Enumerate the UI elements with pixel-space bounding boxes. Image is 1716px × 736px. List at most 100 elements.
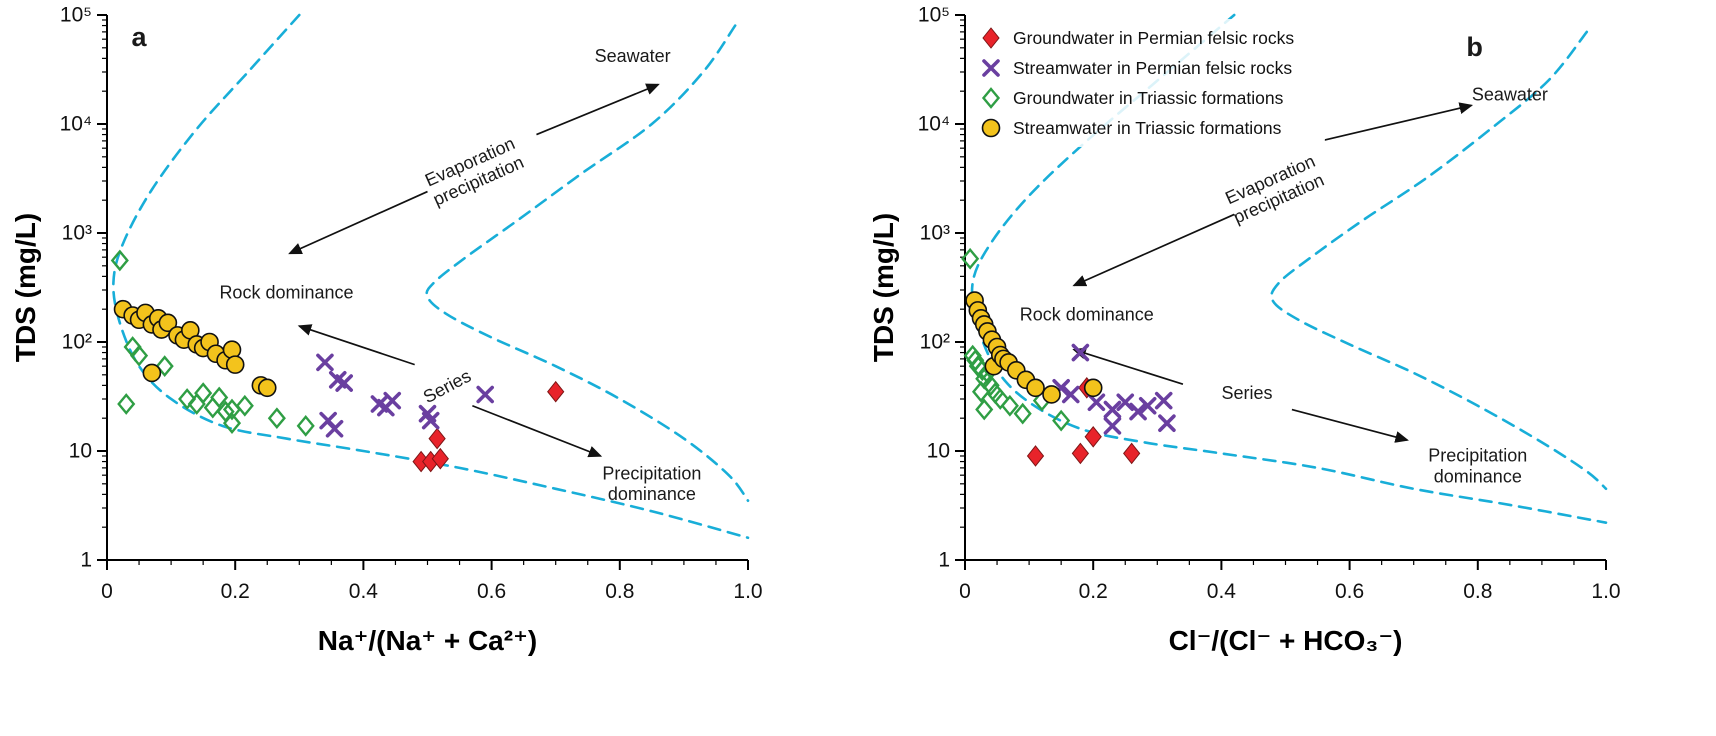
data-point — [1083, 378, 1103, 398]
data-point — [158, 313, 178, 333]
x-axis-title: Cl⁻/(Cl⁻ + HCO₃⁻) — [1169, 625, 1403, 656]
data-point — [1026, 445, 1045, 467]
data-point — [1084, 425, 1102, 448]
y-tick-label: 10⁵ — [918, 4, 950, 27]
data-point — [1138, 396, 1157, 415]
data-point — [1103, 417, 1122, 435]
axes: 1 10 10² 10³ 10⁴ 10⁵ 0 0.2 0.4 0.6 0.8 1.0 — [918, 4, 1621, 604]
annotation-text: a — [132, 22, 148, 52]
annotation-text: b — [1466, 32, 1483, 62]
data-point — [1103, 400, 1122, 419]
annotation-arrows — [1072, 102, 1474, 443]
y-tick-label: 10 — [69, 440, 92, 463]
x-tick-label: 1.0 — [733, 580, 762, 603]
y-tick-label: 1 — [938, 549, 950, 572]
data-point — [1154, 391, 1173, 410]
data-point — [547, 380, 565, 403]
data-point — [961, 247, 980, 270]
gibbs-boundary-curves — [112, 13, 750, 540]
legend: Groundwater in Permian felsic rocks Strea… — [973, 19, 1325, 147]
data-point — [982, 59, 1000, 77]
data-point — [476, 385, 494, 404]
axes: 1 10 10² 10³ 10⁴ 10⁵ 0 0.2 0.4 0.6 0.8 1.0 — [60, 4, 763, 604]
annotation-text: Evaporationprecipitation — [422, 133, 527, 210]
data-point — [383, 391, 402, 410]
data-point — [1013, 402, 1032, 425]
legend-label: Groundwater in Triassic formations — [1013, 88, 1284, 108]
annotations: a Seawater Evaporationprecipitation Rock do… — [132, 22, 702, 504]
data-point — [1116, 393, 1135, 412]
data-point — [1000, 394, 1019, 417]
annotation-arrow — [1323, 102, 1474, 142]
x-tick-label: 0 — [959, 580, 971, 603]
series-0 — [412, 380, 565, 473]
annotation-arrow — [536, 83, 660, 136]
x-tick-label: 0.2 — [1079, 580, 1108, 603]
y-tick-label: 10 — [927, 440, 950, 463]
x-tick-label: 0.4 — [349, 580, 379, 603]
x-tick-label: 0.6 — [1335, 580, 1364, 603]
y-tick-label: 10² — [920, 331, 950, 354]
series-3 — [113, 299, 277, 398]
data-point — [267, 407, 286, 430]
data-point — [975, 398, 994, 421]
data-point — [428, 427, 446, 450]
x-tick-label: 0.4 — [1207, 580, 1237, 603]
panel-b-chart: 1 10 10² 10³ 10⁴ 10⁵ 0 0.2 0.4 0.6 0.8 1.0 Cl⁻/(Cl⁻ … — [868, 4, 1621, 657]
data-point — [222, 412, 242, 435]
data-point — [316, 353, 334, 372]
y-axis-title: TDS (mg/L) — [10, 213, 41, 362]
data-point — [178, 388, 197, 410]
x-tick-label: 0 — [101, 580, 113, 603]
data-point — [982, 27, 1000, 49]
annotation-arrow — [472, 404, 603, 458]
data-point — [142, 363, 162, 383]
annotation-text: Seawater — [595, 46, 671, 66]
annotation-arrow — [1072, 213, 1235, 287]
annotation-arrow — [1291, 408, 1409, 443]
x-tick-label: 0.6 — [477, 580, 506, 603]
x-tick-label: 1.0 — [1591, 580, 1620, 603]
boundary-outer — [112, 13, 750, 540]
data-point — [335, 374, 353, 392]
boundary-outer — [970, 13, 1608, 524]
data-point — [1071, 343, 1090, 362]
series-1 — [316, 353, 494, 438]
annotation-text: Evaporationprecipitation — [1222, 151, 1327, 228]
data-point — [194, 382, 213, 404]
legend-label: Streamwater in Permian felsic rocks — [1013, 58, 1292, 78]
series-3 — [965, 291, 1103, 404]
annotation-text: Seawater — [1472, 84, 1548, 104]
series-2 — [110, 249, 315, 437]
data-point — [155, 355, 174, 378]
legend-label: Streamwater in Triassic formations — [1013, 118, 1282, 138]
annotation-text: Rock dominance — [1020, 304, 1154, 324]
data-point — [225, 355, 245, 374]
data-point — [129, 344, 149, 367]
data-point — [991, 388, 1010, 410]
annotation-arrows — [288, 83, 660, 458]
boundary-inner — [1270, 30, 1608, 491]
data-point — [117, 393, 136, 415]
y-axis-title: TDS (mg/L) — [868, 213, 899, 362]
data-point — [1129, 402, 1147, 421]
data-point — [1061, 385, 1080, 404]
series-1 — [1052, 343, 1176, 435]
gibbs-boundary-curves — [970, 13, 1608, 524]
y-tick-label: 10³ — [920, 222, 950, 245]
y-tick-label: 10⁴ — [60, 113, 92, 136]
data-point — [1087, 393, 1106, 412]
y-tick-label: 10³ — [62, 222, 92, 245]
y-tick-label: 10⁵ — [60, 4, 92, 27]
legend-label: Groundwater in Permian felsic rocks — [1013, 28, 1294, 48]
x-tick-label: 0.2 — [221, 580, 250, 603]
annotation-arrow — [288, 190, 428, 255]
data-point — [1042, 385, 1061, 404]
data-point — [1071, 442, 1090, 465]
data-point — [1123, 442, 1141, 465]
data-point — [110, 249, 129, 272]
annotation-text: Precipitation dominance — [1428, 446, 1527, 487]
data-point — [1026, 378, 1045, 398]
x-axis-title: Na⁺/(Na⁺ + Ca²⁺) — [318, 625, 537, 656]
